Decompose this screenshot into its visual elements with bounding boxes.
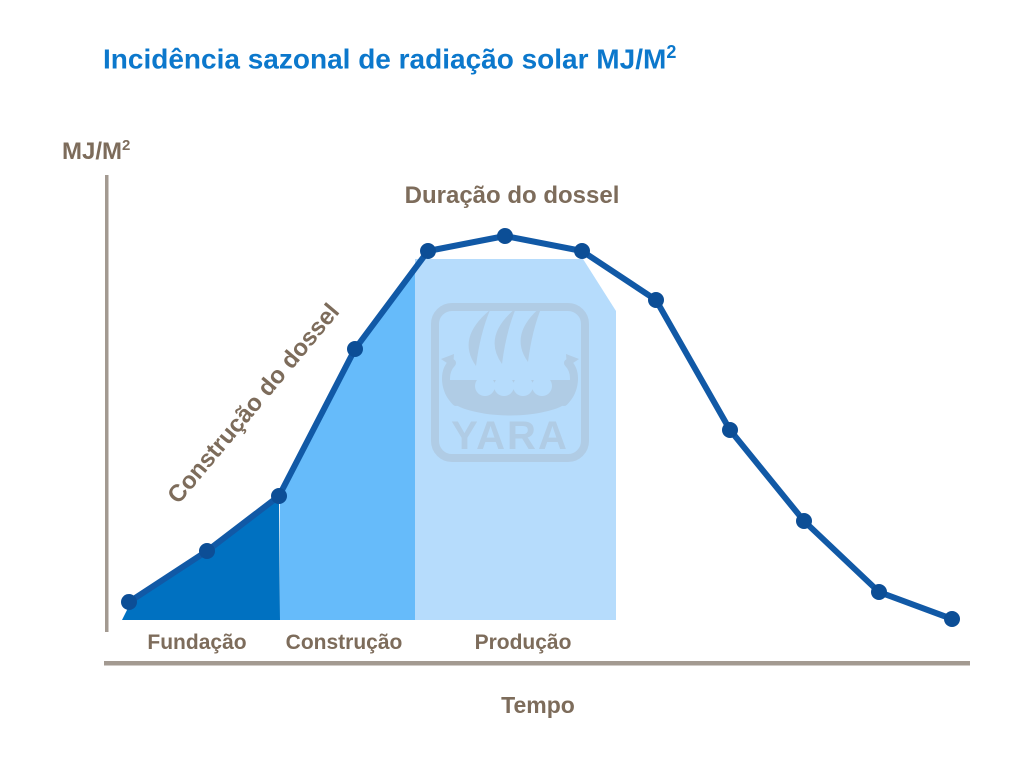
y-axis-label-superscript: 2	[122, 137, 131, 154]
radiation-curve	[121, 228, 960, 627]
data-point-3	[271, 488, 287, 504]
y-axis-line	[105, 175, 109, 632]
phase-areas	[122, 259, 616, 620]
sail-crescent-icon	[520, 306, 542, 362]
watermark-brand-text: YARA	[451, 414, 569, 458]
yara-logo-watermark: YARA	[431, 303, 589, 462]
axes	[104, 175, 970, 666]
x-axis-line	[104, 661, 970, 666]
page-title-superscript: 2	[666, 42, 677, 62]
hull-hole	[532, 376, 552, 396]
hull-hole	[494, 376, 514, 396]
ship-prow-right	[560, 359, 578, 406]
watermark-border	[431, 303, 589, 462]
data-point-6	[497, 228, 513, 244]
data-point-11	[871, 584, 887, 600]
phase-label-producao: Produção	[474, 631, 572, 654]
annotation-canopy-duration: Duração do dossel	[404, 182, 620, 209]
data-point-4	[347, 341, 363, 357]
data-point-8	[648, 292, 664, 308]
x-axis-label: Tempo	[501, 692, 575, 718]
sail-crescent-icon	[494, 308, 516, 364]
prow-head-left	[441, 354, 454, 367]
ship-prow-left	[442, 359, 460, 406]
page-title: Incidência sazonal de radiação solar MJ/…	[103, 42, 676, 75]
y-axis-label: MJ/M2	[62, 137, 130, 166]
phase-label-construcao: Construção	[285, 631, 403, 654]
data-point-12	[944, 611, 960, 627]
viking-ship-icon	[441, 306, 579, 416]
hull-hole	[513, 376, 533, 396]
data-point-1	[121, 594, 137, 610]
curve-line	[126, 233, 955, 622]
phase-area-construcao	[280, 264, 415, 620]
data-point-7	[574, 243, 590, 259]
prow-head-right	[566, 354, 579, 367]
data-point-10	[796, 513, 812, 529]
data-point-5	[420, 243, 436, 259]
phase-area-producao	[415, 259, 616, 620]
sail-crescent-icon	[468, 310, 490, 366]
data-point-2	[199, 543, 215, 559]
page-title-text: Incidência sazonal de radiação solar MJ/…	[103, 43, 667, 75]
y-axis-label-text: MJ/M	[62, 138, 122, 165]
data-point-9	[722, 422, 738, 438]
hull-hole	[475, 376, 495, 396]
phase-label-fundacao: Fundação	[147, 631, 247, 654]
